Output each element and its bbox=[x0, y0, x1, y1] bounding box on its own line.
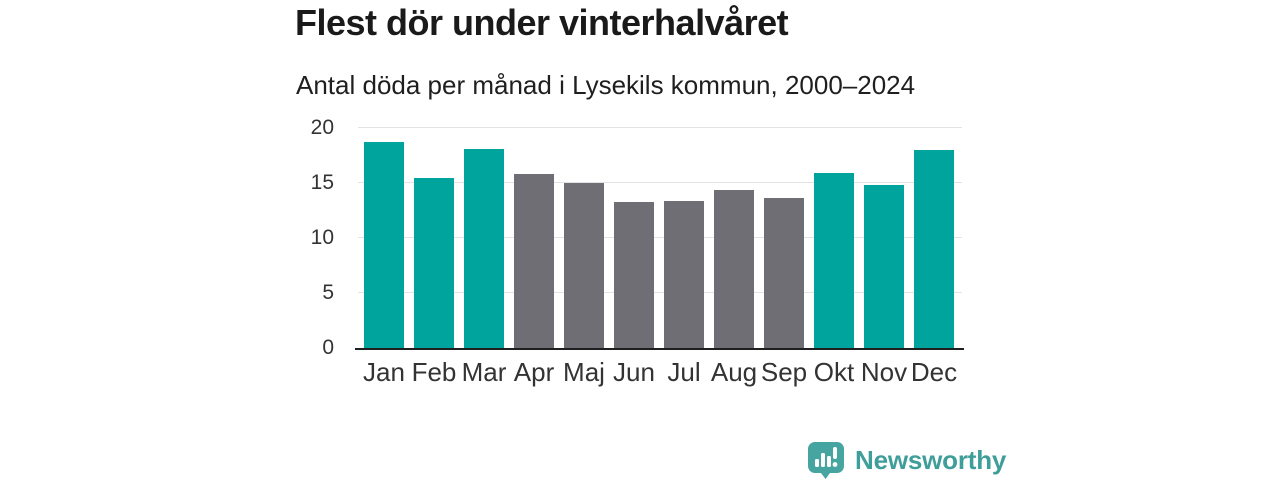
y-axis-tick-label: 10 bbox=[310, 226, 334, 249]
y-axis-labels: 0 5 10 15 20 bbox=[250, 116, 346, 359]
chart-subtitle: Antal döda per månad i Lysekils kommun, … bbox=[296, 70, 916, 100]
x-axis-line bbox=[355, 348, 964, 350]
x-axis-tick-label: Aug bbox=[710, 357, 758, 387]
bar-aug bbox=[714, 189, 754, 348]
x-axis-tick-label: Nov bbox=[860, 357, 908, 387]
x-axis-tick-label: Jul bbox=[667, 357, 701, 387]
bar-apr bbox=[514, 174, 554, 348]
chart-title: Flest dör under vinterhalvåret bbox=[295, 2, 789, 43]
gridline-15 bbox=[358, 182, 962, 183]
x-axis-labels: Jan Feb Mar Apr Maj Jun Jul Aug Sep Okt Nov Dec bbox=[358, 357, 962, 388]
y-axis-tick-label: 0 bbox=[322, 336, 334, 359]
bar-group bbox=[358, 128, 962, 348]
x-axis-tick-label: Okt bbox=[813, 357, 855, 387]
newsworthy-logo-icon bbox=[808, 442, 844, 479]
bar-okt bbox=[814, 173, 854, 348]
brand-name: Newsworthy bbox=[855, 444, 1007, 475]
y-axis-tick-label: 20 bbox=[310, 116, 334, 139]
x-axis-tick-label: Sep bbox=[760, 357, 808, 387]
bar-mar bbox=[464, 148, 504, 348]
gridline-5 bbox=[358, 292, 962, 293]
bar-maj bbox=[564, 183, 604, 348]
brand-footer: Newsworthy bbox=[806, 440, 1006, 480]
x-axis-tick-label: Jun bbox=[613, 357, 655, 387]
bar-feb bbox=[414, 177, 454, 348]
x-axis-tick-label: Feb bbox=[411, 357, 457, 387]
x-axis-tick-label: Apr bbox=[513, 357, 555, 387]
x-axis-tick-label: Maj bbox=[563, 357, 605, 387]
plot-area bbox=[355, 127, 964, 350]
x-axis-tick-label: Mar bbox=[461, 357, 507, 387]
bar-jun bbox=[614, 201, 654, 348]
bar-jan bbox=[364, 142, 404, 348]
x-axis-tick-label: Jan bbox=[363, 357, 405, 387]
y-axis-tick-label: 15 bbox=[310, 171, 334, 194]
bar-sep bbox=[764, 198, 804, 348]
bar-jul bbox=[664, 200, 704, 348]
bar-dec bbox=[914, 150, 954, 348]
y-axis-tick-label: 5 bbox=[322, 281, 334, 304]
gridline-20 bbox=[358, 127, 962, 128]
bar-nov bbox=[864, 185, 904, 348]
gridline-10 bbox=[358, 237, 962, 238]
x-axis-tick-label: Dec bbox=[910, 357, 958, 387]
